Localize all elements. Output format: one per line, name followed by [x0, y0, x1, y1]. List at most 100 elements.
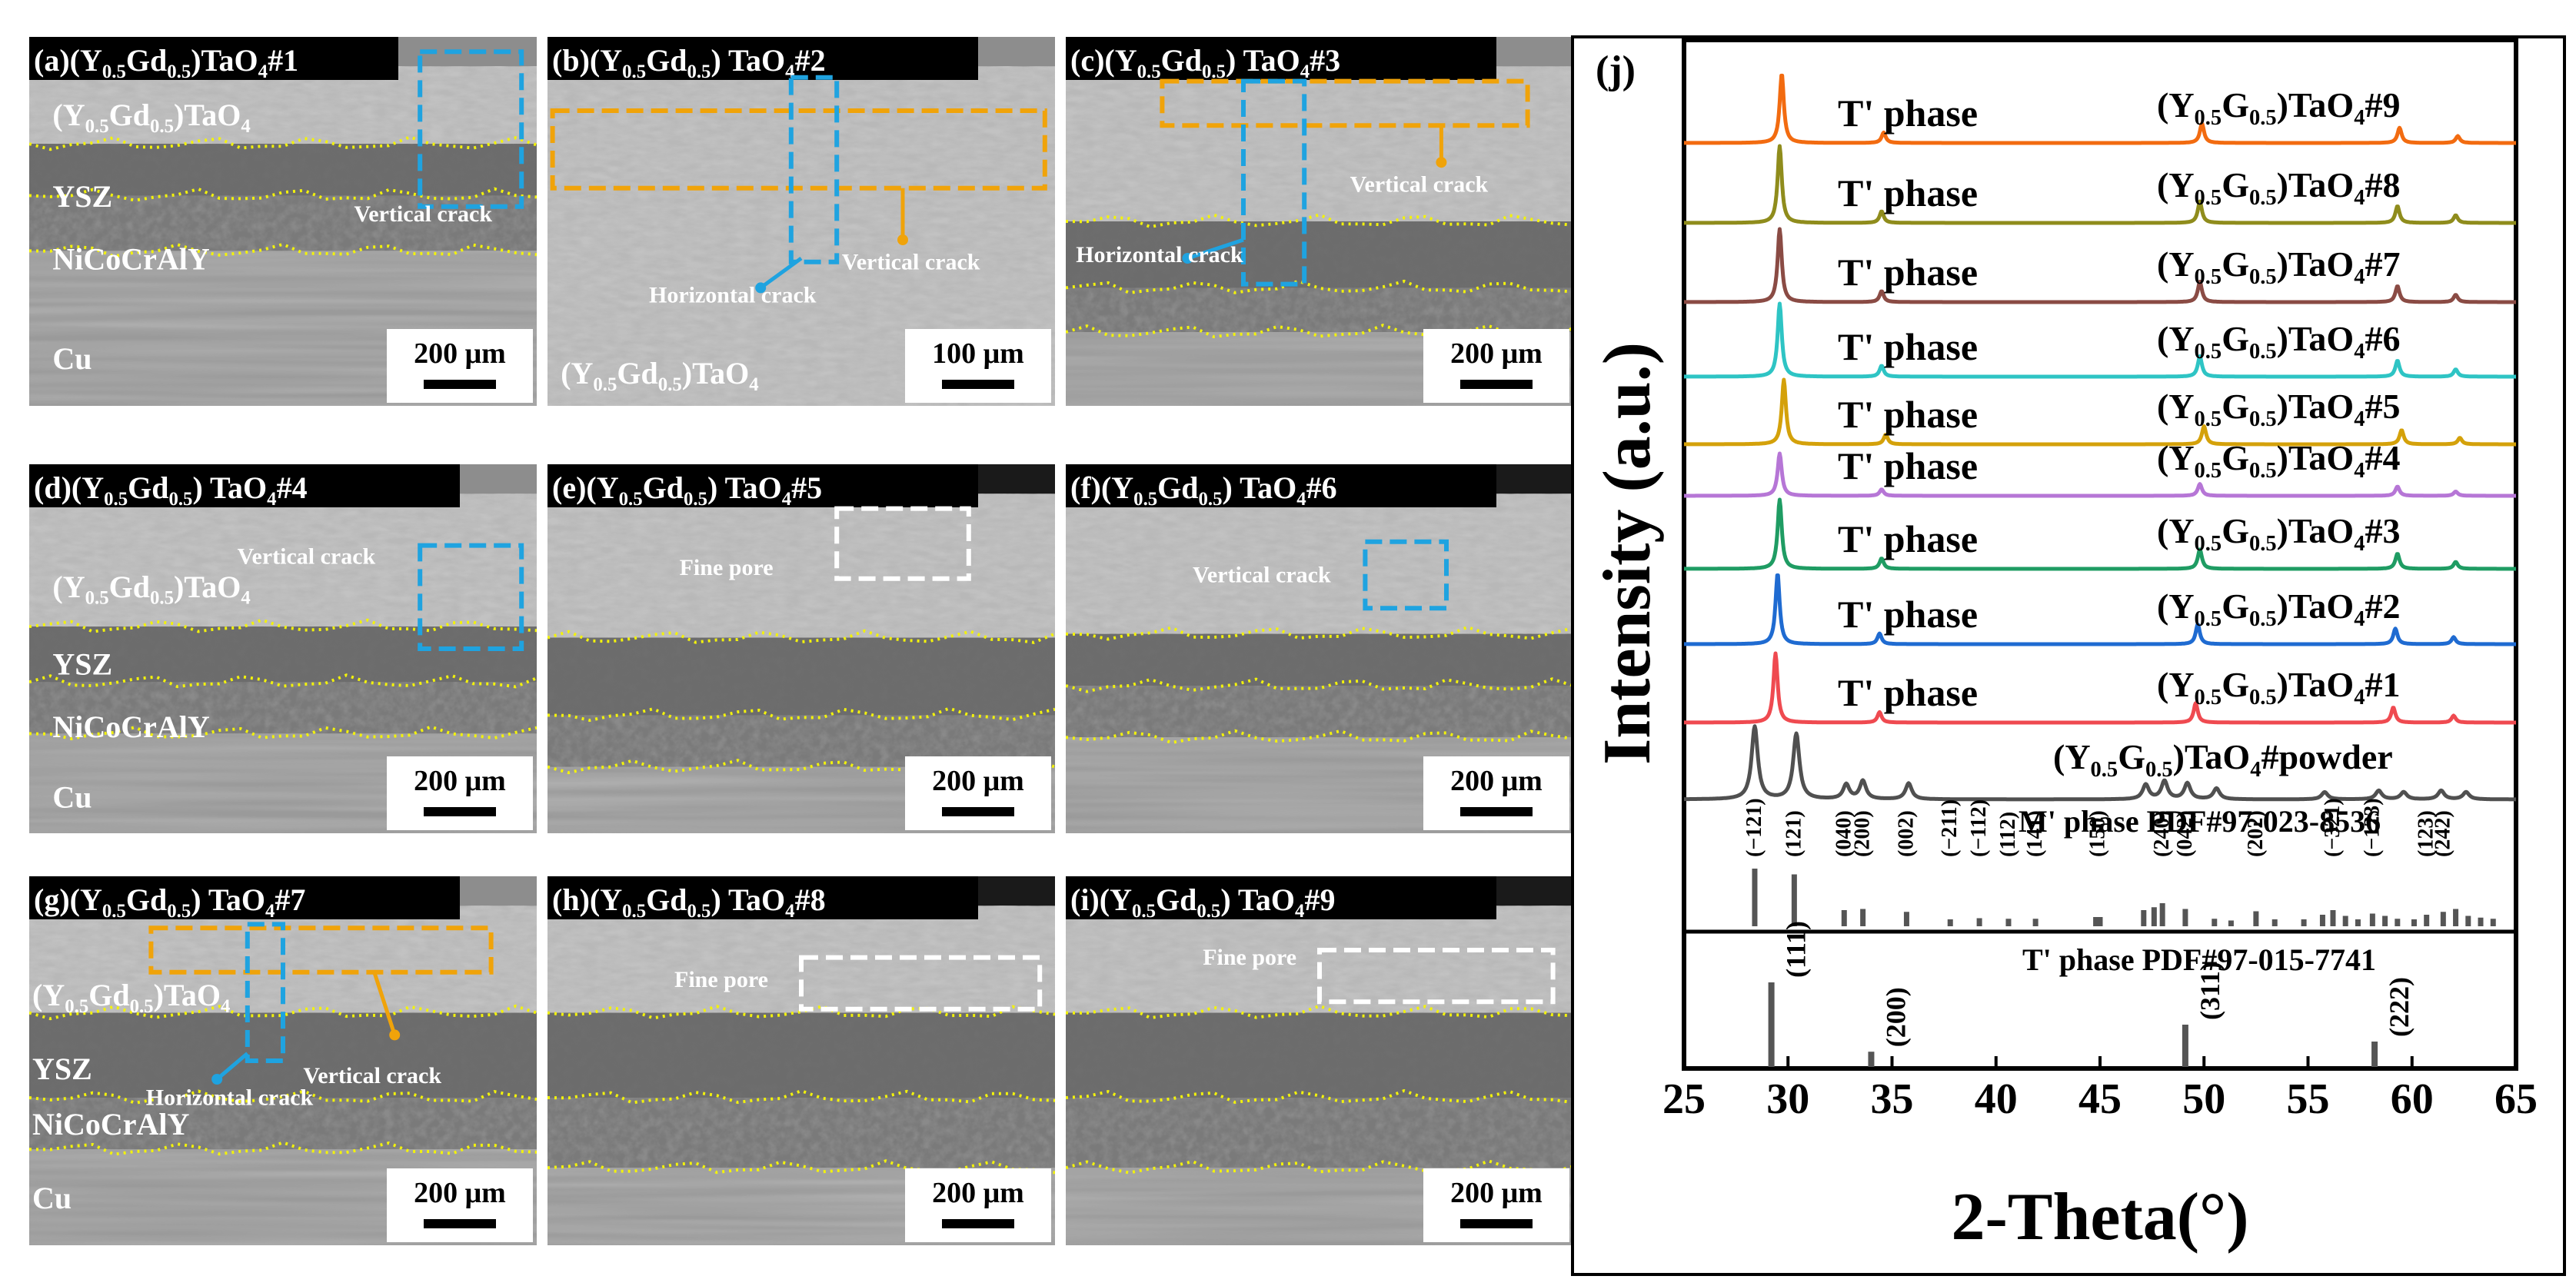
- scale-bar: [1460, 807, 1533, 816]
- sem-panel-f: (f)(Y0.5Gd0.5) TaO4#6 Vertical crack 200 μ…: [1066, 464, 1573, 833]
- m-ref-hkl: (−321): [2321, 798, 2345, 857]
- phase-label: T' phase: [1838, 444, 1978, 487]
- panel-title: (i)(Y0.5Gd0.5) TaO4#9: [1070, 882, 1335, 922]
- vertical-crack-label: Vertical crack: [238, 544, 376, 570]
- layer-label: YSZ: [52, 647, 112, 682]
- sem-panel-a: (a)(Y0.5Gd0.5)TaO4#1 (Y0.5Gd0.5)TaO4 YSZ Ni…: [29, 37, 537, 406]
- vertical-box: [1363, 539, 1449, 611]
- scale-bar: [942, 807, 1014, 816]
- xrd-pattern: [1682, 451, 2518, 498]
- panel-title-bar: [29, 37, 398, 80]
- pore-crack-label: Fine pore: [1203, 945, 1296, 970]
- layer-label: Cu: [52, 779, 92, 814]
- t-ref-hkl: (200): [1880, 987, 1911, 1047]
- layer-label: Cu: [52, 341, 92, 376]
- xrd-pattern: [1682, 144, 2518, 225]
- xrd-panel-label: (j): [1596, 48, 1636, 92]
- scale-bar-label: 100 μm: [932, 337, 1024, 370]
- layer-label: NiCoCrAlY: [52, 709, 210, 744]
- t-ref-label: T' phase PDF#97-015-7741: [2022, 942, 2376, 977]
- scale-bar: [1460, 380, 1533, 389]
- m-ref-hkl: (141): [2023, 810, 2047, 857]
- scale-bar-box: [1423, 1168, 1569, 1242]
- series-label: (Y0.5G0.5)TaO4#8: [2157, 165, 2400, 210]
- panel-title-bar: [547, 464, 978, 507]
- series-label: (Y0.5G0.5)TaO4#4: [2157, 438, 2400, 483]
- scale-bar-box: [387, 329, 533, 403]
- t-ref-hkl: (111): [1781, 921, 1812, 978]
- m-ref-hkl: (202): [2244, 810, 2268, 857]
- scale-bar-label: 200 μm: [932, 765, 1024, 797]
- sem-panel-d: (d)(Y0.5Gd0.5) TaO4#4 (Y0.5Gd0.5)TaO4 YSZ N…: [29, 464, 537, 833]
- t-reference: T' phase PDF#97-015-7741 (111) (200) (311)…: [1768, 921, 2415, 1067]
- y-axis-label: Intensity (a.u.): [1590, 342, 1665, 765]
- series-label: (Y0.5G0.5)TaO4#2: [2157, 587, 2400, 631]
- series-label: (Y0.5G0.5)TaO4#9: [2157, 85, 2400, 130]
- m-reference: M' phase PDF#97-023-8536 (−121) (121) (040…: [1742, 798, 2496, 926]
- xrd-panel: (j) Intensity (a.u.) 2-Theta(°) 25 30 35 40…: [1571, 35, 2566, 1276]
- xrd-frame-outer: [1571, 35, 2566, 1276]
- phase-label: T' phase: [1838, 393, 1978, 436]
- t-ref-hkl: (222): [2384, 977, 2415, 1037]
- series-label: (Y0.5G0.5)TaO4#1: [2157, 665, 2400, 709]
- x-tick-label: 40: [1975, 1075, 2018, 1123]
- phase-label: T' phase: [1838, 251, 1978, 294]
- scale-bar-label: 200 μm: [932, 1177, 1024, 1209]
- sem-panel-c: (c)(Y0.5Gd0.5) TaO4#3 Vertical crack Horiz…: [1066, 37, 1573, 406]
- annotation-arrow: [215, 1052, 249, 1081]
- m-ref-hkl: (−112): [1967, 799, 1991, 857]
- series-label: (Y0.5G0.5)TaO4#powder: [2053, 737, 2393, 782]
- xrd-pattern: [1682, 724, 2518, 802]
- scale-bar-box: [1423, 756, 1569, 830]
- horizontal-crack-label: Horizontal crack: [649, 283, 817, 308]
- vertical-crack-label: Vertical crack: [1350, 172, 1489, 198]
- scale-bar-box: [387, 756, 533, 830]
- x-tick-label: 35: [1871, 1075, 1914, 1123]
- series-label: (Y0.5G0.5)TaO4#6: [2157, 319, 2400, 364]
- sem-panel-i: (i)(Y0.5Gd0.5) TaO4#9 Fine pore 200 μm: [1066, 876, 1573, 1245]
- annotation-arrow: [759, 256, 803, 290]
- xrd-pattern: [1682, 73, 2518, 145]
- x-tick-label: 25: [1662, 1075, 1706, 1123]
- layer-label: (Y0.5Gd0.5)TaO4: [32, 978, 230, 1017]
- scale-bar: [1460, 1219, 1533, 1228]
- sem-panel-h: (h)(Y0.5Gd0.5) TaO4#8 Fine pore 200 μm: [547, 876, 1055, 1245]
- phase-label: T' phase: [1838, 91, 1978, 135]
- m-ref-hkl: (240): [2150, 810, 2174, 857]
- m-ref-hkl: (150): [2085, 810, 2109, 857]
- vertical-crack-label: Vertical crack: [842, 249, 980, 274]
- scale-bar-box: [387, 1168, 533, 1242]
- panel-title: (d)(Y0.5Gd0.5) TaO4#4: [34, 470, 308, 510]
- scale-bar: [424, 1219, 496, 1228]
- layer-label: YSZ: [52, 179, 112, 214]
- x-tick-label: 45: [2078, 1075, 2122, 1123]
- sem-panel-e: (e)(Y0.5Gd0.5) TaO4#5 Fine pore 200 μm: [547, 464, 1055, 833]
- panel-title-bar: [1066, 37, 1496, 80]
- m-ref-hkl: (002): [1894, 810, 1918, 857]
- panel-title: (h)(Y0.5Gd0.5) TaO4#8: [552, 882, 826, 922]
- m-ref-hkl: (040): [1832, 810, 1855, 857]
- panel-title: (g)(Y0.5Gd0.5) TaO4#7: [34, 882, 305, 922]
- horizontal-box: [148, 925, 494, 975]
- vertical-box: [418, 49, 524, 209]
- xrd-pattern: [1682, 377, 2518, 447]
- x-tick-label: 30: [1766, 1075, 1809, 1123]
- xrd-series: T' phase (Y0.5G0.5)TaO4#9 T' phase (Y0.5G0.…: [1682, 73, 2518, 802]
- layer-label: (Y0.5Gd0.5)TaO4: [52, 98, 250, 137]
- panel-title-bar: [547, 37, 978, 80]
- xrd-pattern: [1682, 573, 2518, 646]
- x-tick-label: 50: [2182, 1075, 2225, 1123]
- phase-label: T' phase: [1838, 593, 1978, 636]
- xrd-pattern: [1682, 301, 2518, 379]
- m-ref-label: M' phase PDF#97-023-8536: [2019, 804, 2381, 839]
- panel-title: (a)(Y0.5Gd0.5)TaO4#1: [34, 43, 298, 82]
- scale-bar: [942, 380, 1014, 389]
- panel-title: (f)(Y0.5Gd0.5) TaO4#6: [1070, 470, 1337, 510]
- panel-title-bar: [29, 876, 460, 919]
- series-label: (Y0.5G0.5)TaO4#5: [2157, 387, 2400, 431]
- xrd-pattern: [1682, 227, 2518, 304]
- vertical-box: [788, 75, 840, 264]
- sem-grid: (a)(Y0.5Gd0.5)TaO4#1 (Y0.5Gd0.5)TaO4 YSZ Ni…: [29, 37, 1573, 1245]
- scale-bar-label: 200 μm: [414, 337, 506, 370]
- x-ticks: 25 30 35 40 45 50 55 60 65: [1662, 1056, 2538, 1123]
